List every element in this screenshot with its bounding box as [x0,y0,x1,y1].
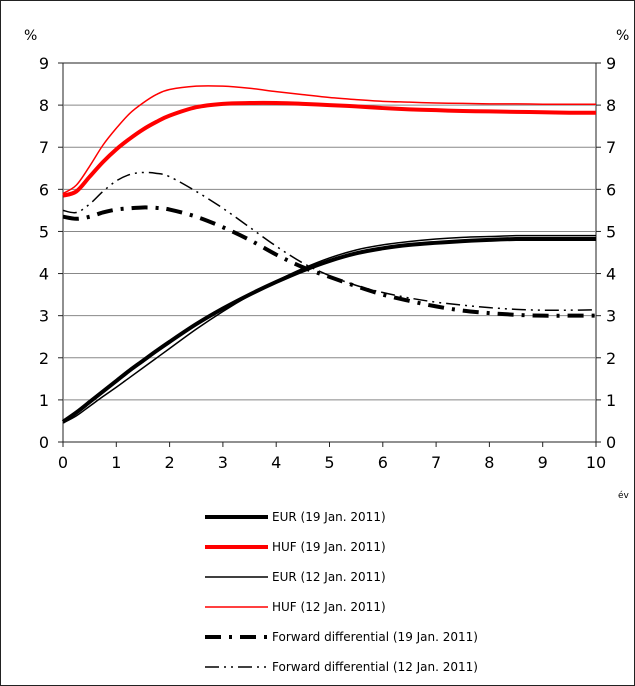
y-tick-label-left: 0 [39,433,49,452]
y-tick-label-left: 3 [39,307,49,326]
x-tick-label: 8 [484,453,494,472]
y-tick-label-right: 0 [606,433,616,452]
x-tick-label: 2 [165,453,175,472]
y-unit-left: % [24,28,37,44]
y-tick-label-right: 7 [606,138,616,157]
y-tick-label-left: 8 [39,96,49,115]
y-tick-label-right: 3 [606,307,616,326]
series-line-2 [62,100,597,198]
x-tick-label: 3 [218,453,228,472]
plot-area [62,62,597,443]
y-tick-label-left: 2 [39,349,49,368]
legend-label-2: HUF (19 Jan. 2011) [272,540,386,554]
y-tick-label-left: 5 [39,222,49,241]
y-tick-label-left: 6 [39,180,49,199]
y-tick-label-right: 4 [606,265,616,284]
y-tick-label-right: 5 [606,222,616,241]
y-tick-label-left: 7 [39,138,49,157]
y-tick-label-left: 1 [39,391,49,410]
legend-label-3: EUR (12 Jan. 2011) [272,570,386,584]
x-tick-label: 1 [111,453,121,472]
legend-label-6: Forward differential (12 Jan. 2011) [272,660,478,674]
x-tick-label: 6 [378,453,388,472]
legend-label-4: HUF (12 Jan. 2011) [272,600,386,614]
x-tick-label: 0 [58,453,68,472]
series-line-4 [62,85,596,195]
y-tick-label-right: 9 [606,54,616,73]
y-unit-right: % [616,28,629,44]
y-tick-label-right: 2 [606,349,616,368]
y-tick-label-right: 6 [606,180,616,199]
x-tick-label: 7 [431,453,441,472]
x-tick-label: 10 [586,453,606,472]
y-tick-label-left: 4 [39,265,49,284]
y-tick-label-right: 8 [606,96,616,115]
x-tick-label: 5 [324,453,334,472]
y-tick-label-right: 1 [606,391,616,410]
x-unit: év [618,490,630,501]
x-tick-label: 9 [538,453,548,472]
x-tick-label: 4 [271,453,281,472]
series-line-1 [61,236,597,424]
legend-label-1: EUR (19 Jan. 2011) [272,510,386,524]
y-tick-label-left: 9 [39,54,49,73]
series-line-6 [62,171,597,312]
legend-label-5: Forward differential (19 Jan. 2011) [272,630,478,644]
series-line-5 [62,205,596,318]
